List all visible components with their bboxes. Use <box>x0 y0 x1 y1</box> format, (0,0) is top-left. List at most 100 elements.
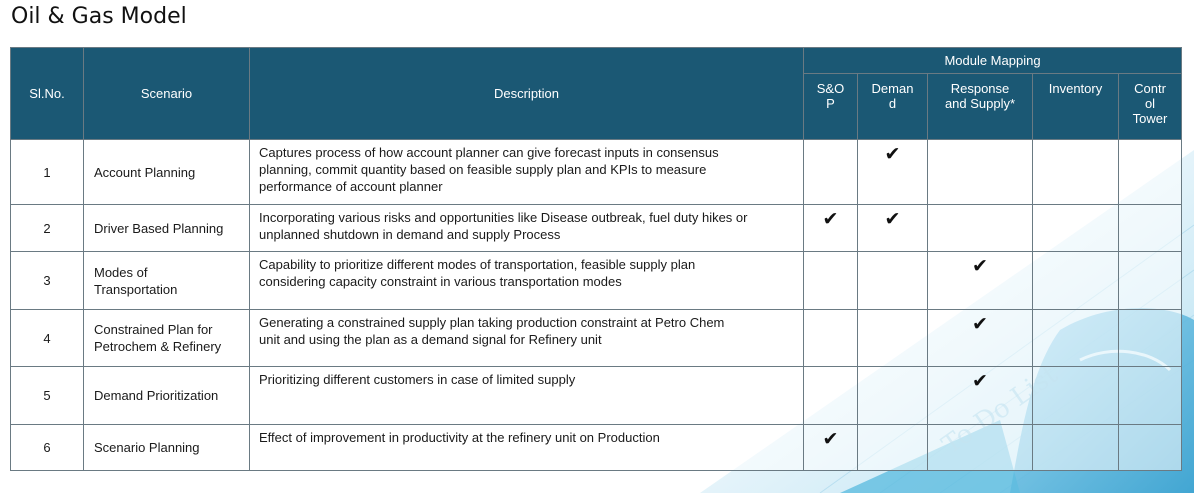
row-description-line: Prioritizing different customers in case… <box>259 372 576 387</box>
row-check-control-tower <box>1117 366 1183 425</box>
header-module-label-line: Tower <box>1132 111 1168 126</box>
table-row: 3 Modes of Transportation Capability to pri… <box>10 251 1183 310</box>
header-module-label-line: Inventory <box>1048 81 1103 96</box>
header-module-demand: Deman d <box>857 73 928 140</box>
header-module-label-line: Response <box>950 81 1010 96</box>
row-check-inventory <box>1032 139 1119 205</box>
check-mark-icon: ✔ <box>822 429 839 450</box>
row-check-response-supply <box>927 204 1033 252</box>
table-row: 6 Scenario Planning Effect of improvement … <box>10 424 1183 471</box>
header-module-label-line: P <box>826 96 835 111</box>
header-module-label-line: and Supply* <box>944 96 1016 111</box>
check-mark-icon: ✔ <box>972 371 988 392</box>
header-module-label-line: Contr <box>1134 81 1166 96</box>
row-scenario-line: Transportation <box>94 281 178 297</box>
row-scenario: Modes of Transportation <box>83 251 250 310</box>
row-description-line: Incorporating various risks and opportun… <box>259 210 748 225</box>
row-check-response-supply: ✔ <box>927 366 1033 425</box>
row-scenario-line: Constrained Plan for <box>94 322 213 337</box>
row-sl-no: 3 <box>10 251 84 310</box>
row-description-line: planning, commit quantity based on feasi… <box>259 162 707 177</box>
row-check-control-tower <box>1117 139 1183 205</box>
row-check-inventory <box>1032 424 1119 471</box>
header-module-response-supply: Response and Supply* <box>927 73 1033 140</box>
check-mark-icon: ✔ <box>822 209 839 230</box>
row-description-line: Effect of improvement in productivity at… <box>259 430 660 445</box>
row-scenario-line: Account Planning <box>94 164 196 180</box>
row-sl-no: 2 <box>10 204 84 252</box>
row-check-inventory <box>1032 251 1119 310</box>
row-check-response-supply <box>927 424 1033 471</box>
row-check-demand <box>857 424 928 471</box>
header-scenario: Scenario <box>83 47 250 140</box>
row-check-sop <box>803 309 858 367</box>
header-module-label-line: Deman <box>871 81 914 96</box>
row-description-line: unit and using the plan as a demand sign… <box>259 332 602 347</box>
row-check-inventory <box>1032 309 1119 367</box>
row-check-demand <box>857 251 928 310</box>
row-description-line: Capability to prioritize different modes… <box>259 257 696 272</box>
check-mark-icon: ✔ <box>972 314 988 335</box>
row-check-control-tower <box>1117 309 1183 367</box>
header-description: Description <box>249 47 804 140</box>
row-scenario: Demand Prioritization <box>83 366 250 425</box>
row-scenario-line: Modes of <box>94 264 148 280</box>
row-check-inventory <box>1032 366 1119 425</box>
row-check-inventory <box>1032 204 1119 252</box>
check-mark-icon: ✔ <box>972 256 988 277</box>
row-description-line: considering capacity constraint in vario… <box>259 274 622 289</box>
row-description-line: Captures process of how account planner … <box>259 145 719 160</box>
table-row: 4 Constrained Plan for Petrochem & Refiner… <box>10 309 1183 367</box>
page-title: Oil & Gas Model <box>11 4 187 29</box>
check-mark-icon: ✔ <box>884 209 901 230</box>
row-check-response-supply <box>927 139 1033 205</box>
row-check-response-supply: ✔ <box>927 309 1033 367</box>
row-scenario-line: Demand Prioritization <box>94 388 219 403</box>
row-check-demand: ✔ <box>857 139 928 205</box>
header-module-sop: S&O P <box>803 73 858 140</box>
row-check-demand <box>857 366 928 425</box>
row-sl-no: 5 <box>10 366 84 425</box>
row-check-sop <box>803 139 858 205</box>
header-module-label-line: ol <box>1144 96 1156 111</box>
row-scenario-line: Scenario Planning <box>94 440 200 455</box>
row-check-sop <box>803 251 858 310</box>
scenario-module-mapping-table: Sl.No. Scenario Description Module Mappi… <box>10 47 1183 471</box>
header-module-label-line: S&O <box>816 81 845 96</box>
row-description: Prioritizing different customers in case… <box>249 366 804 425</box>
table-row: 2 Driver Based Planning Incorporating vari… <box>10 204 1183 252</box>
row-check-response-supply: ✔ <box>927 251 1033 310</box>
header-module-control-tower: Contr ol Tower <box>1117 73 1183 140</box>
row-scenario: Driver Based Planning <box>83 204 250 252</box>
row-scenario: Constrained Plan for Petrochem & Refinery <box>83 309 250 367</box>
table-row: 1 Account Planning Captures process of how… <box>10 139 1183 205</box>
row-description: Incorporating various risks and opportun… <box>249 204 804 252</box>
row-check-sop: ✔ <box>803 424 858 471</box>
table-row: 5 Demand Prioritization Prioritizing diffe… <box>10 366 1183 425</box>
row-check-sop: ✔ <box>803 204 858 252</box>
row-check-demand: ✔ <box>857 204 928 252</box>
row-description: Captures process of how account planner … <box>249 139 804 205</box>
row-scenario: Scenario Planning <box>83 424 250 471</box>
row-check-control-tower <box>1117 251 1183 310</box>
check-mark-icon: ✔ <box>884 144 901 165</box>
header-module-mapping: Module Mapping <box>802 47 1183 74</box>
row-check-control-tower <box>1117 424 1183 471</box>
row-description-line: performance of account planner <box>259 179 443 194</box>
header-sl-no: Sl.No. <box>10 47 84 140</box>
header-module-label-line: d <box>888 96 897 111</box>
row-description: Capability to prioritize different modes… <box>249 251 804 310</box>
row-description: Effect of improvement in productivity at… <box>249 424 804 471</box>
row-scenario: Account Planning <box>83 139 250 205</box>
row-sl-no: 6 <box>10 424 84 471</box>
row-check-control-tower <box>1117 204 1183 252</box>
row-check-sop <box>803 366 858 425</box>
row-sl-no: 1 <box>10 139 84 205</box>
row-check-demand <box>857 309 928 367</box>
row-description: Generating a constrained supply plan tak… <box>249 309 804 367</box>
row-scenario-line: Petrochem & Refinery <box>94 339 222 354</box>
header-module-inventory: Inventory <box>1032 73 1119 140</box>
row-description-line: Generating a constrained supply plan tak… <box>259 315 725 330</box>
row-scenario-line: Driver Based Planning <box>94 220 224 236</box>
row-description-line: unplanned shutdown in demand and supply … <box>259 227 561 242</box>
